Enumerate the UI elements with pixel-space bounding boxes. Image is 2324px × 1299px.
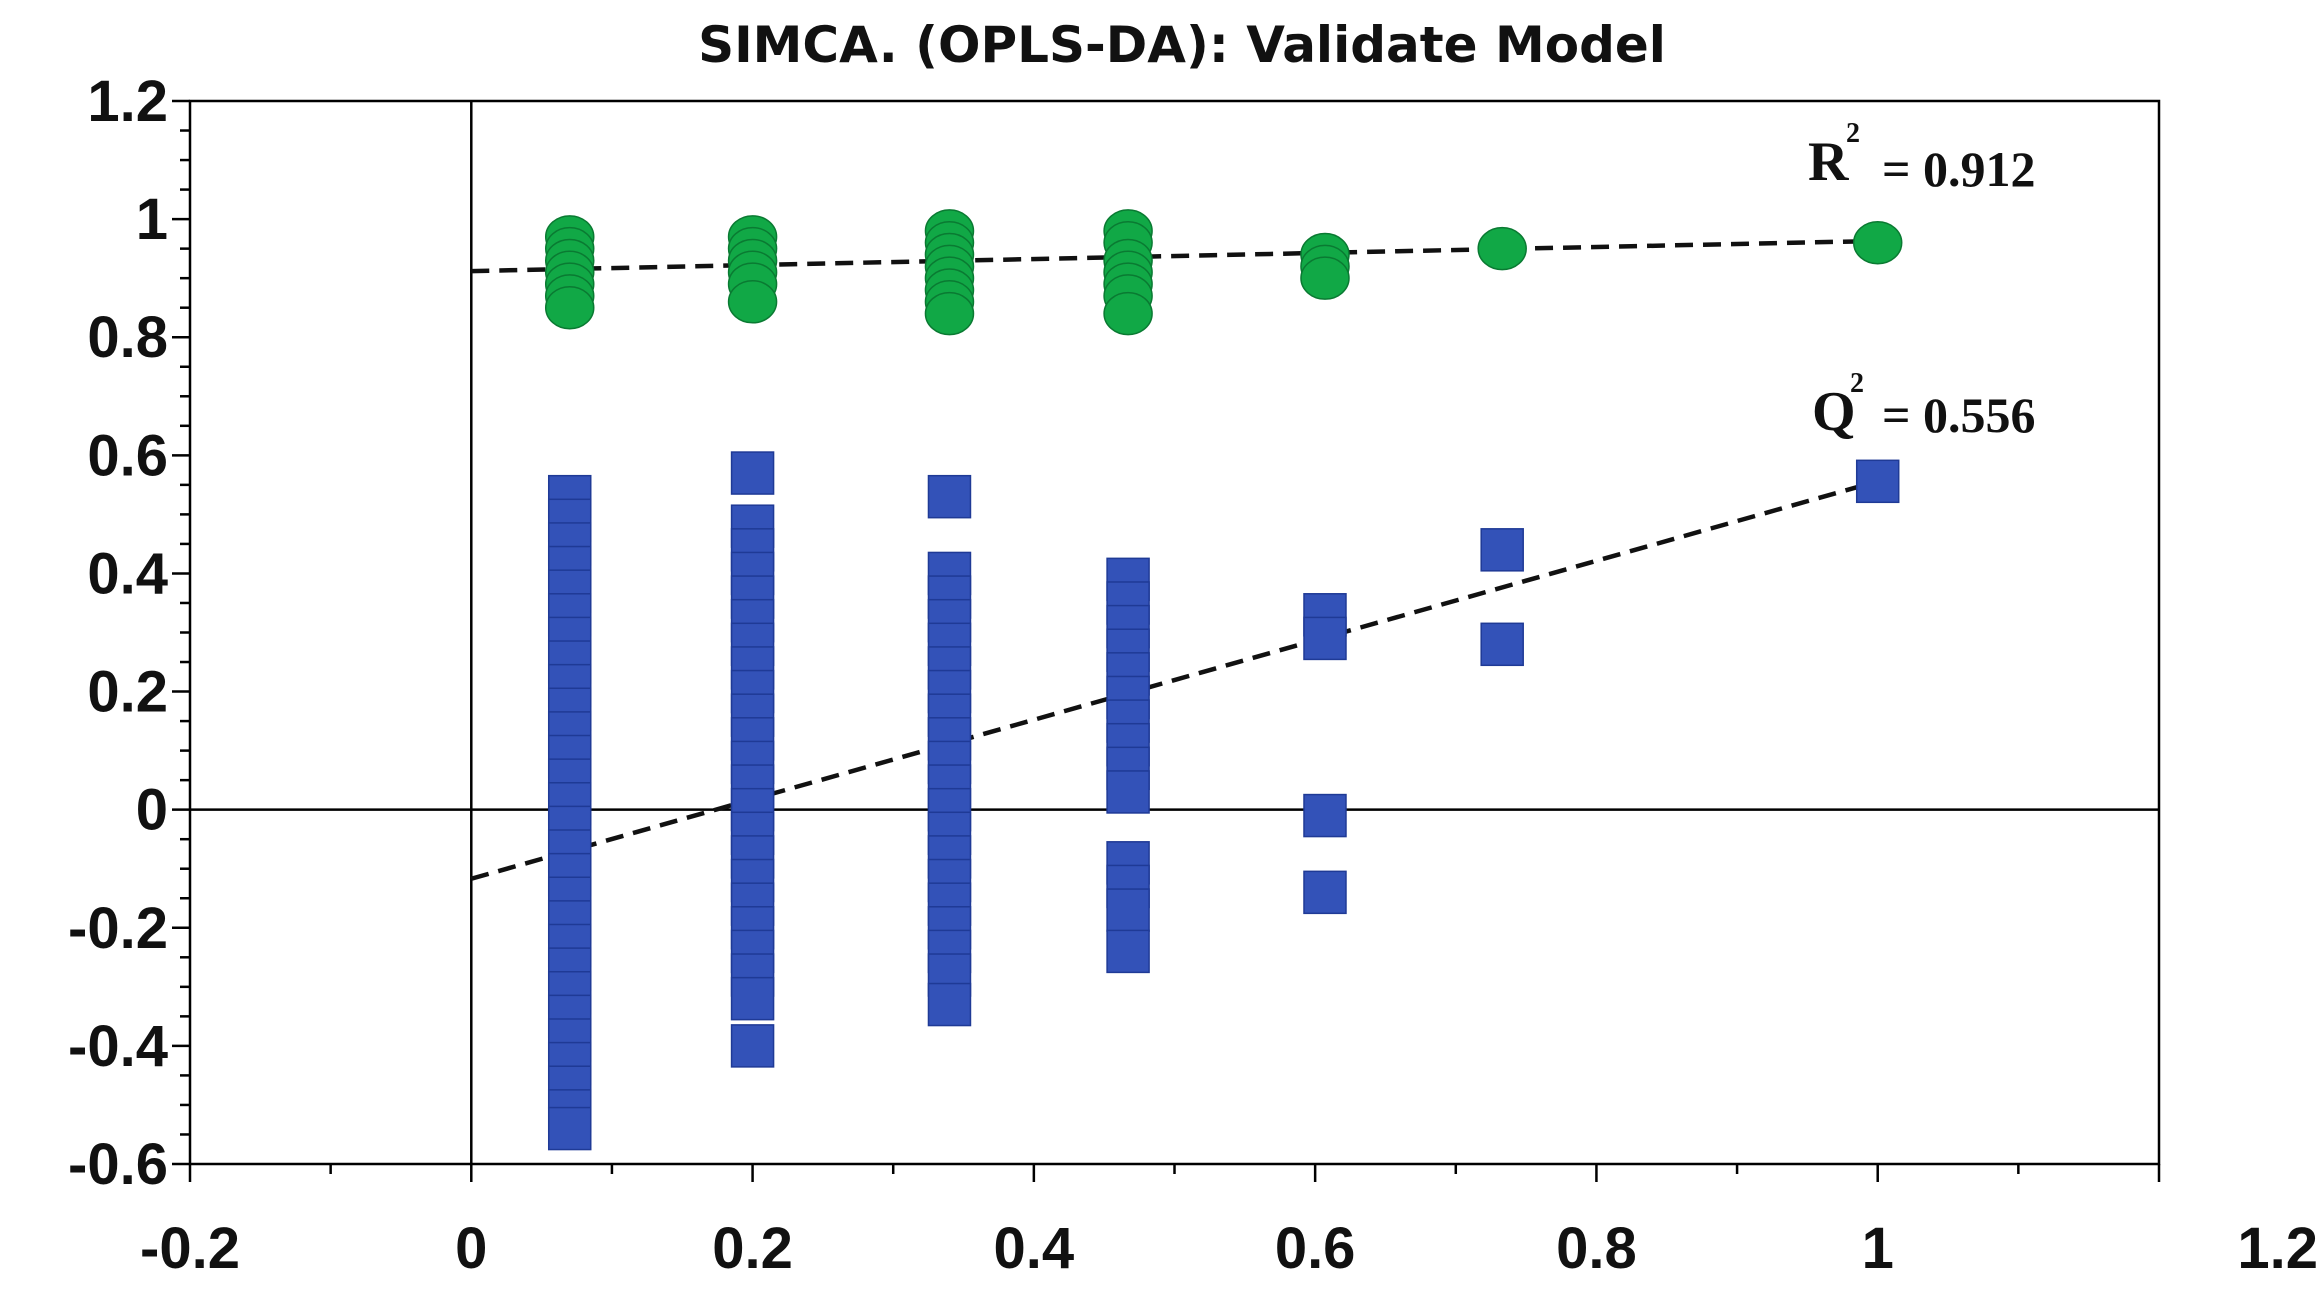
q2-point bbox=[1303, 870, 1347, 915]
axes-layer bbox=[172, 99, 2161, 1182]
r2-regression-line bbox=[471, 238, 1878, 274]
q2-point bbox=[1303, 793, 1347, 838]
y-tick-label: 0.6 bbox=[87, 423, 168, 488]
r2-point bbox=[924, 291, 975, 336]
x-tick-label: 1.2 bbox=[2237, 1216, 2318, 1281]
r2-point bbox=[1103, 291, 1153, 336]
q2-point bbox=[1106, 888, 1150, 932]
r2-superscript: 2 bbox=[1846, 118, 1860, 149]
r2-annotation: R 2 = 0.912 bbox=[1808, 118, 2036, 197]
q2-superscript: 2 bbox=[1850, 368, 1864, 399]
y-tick-label: 0.2 bbox=[87, 660, 168, 725]
x-tick-label: 0.4 bbox=[994, 1216, 1075, 1281]
x-tick-label: 1 bbox=[1862, 1216, 1894, 1281]
q2-point bbox=[1106, 770, 1150, 814]
data-points bbox=[544, 209, 1903, 1151]
y-tick-label: -0.2 bbox=[68, 896, 168, 961]
x-tick-label: -0.2 bbox=[140, 1216, 240, 1281]
x-tick-label: 0.8 bbox=[1556, 1216, 1637, 1281]
regression-lines bbox=[470, 238, 1879, 881]
q2-point bbox=[1855, 459, 1900, 504]
q2-point bbox=[1303, 616, 1347, 661]
x-tick-label: 0.2 bbox=[712, 1216, 793, 1281]
r2-point bbox=[1852, 220, 1903, 265]
q2-point bbox=[927, 474, 972, 519]
y-tick-label: 0 bbox=[136, 778, 168, 843]
y-tick-label: 1 bbox=[136, 187, 168, 252]
tick-labels: 1.2 1 0.8 0.6 0.4 0.2 0 -0.2 -0.4 -0.6 -0.2 0 0.2 0.4… bbox=[68, 69, 2318, 1281]
y-tick-label: 1.2 bbox=[87, 69, 168, 134]
y-tick-label: 0.8 bbox=[87, 305, 168, 370]
r2-point bbox=[1477, 226, 1527, 271]
q2-point bbox=[927, 982, 972, 1027]
x-tick-label: 0 bbox=[455, 1216, 487, 1281]
y-tick-label: 0.4 bbox=[87, 541, 168, 606]
q2-point bbox=[1480, 622, 1524, 667]
chart-title: SIMCA. (OPLS-DA): Validate Model bbox=[698, 16, 1666, 74]
x-tick-label: 0.6 bbox=[1275, 1216, 1356, 1281]
q2-point bbox=[1106, 929, 1150, 974]
r2-point bbox=[1300, 256, 1350, 300]
q2-value: = 0.556 bbox=[1882, 387, 2036, 443]
r2-point bbox=[727, 280, 778, 324]
q2-annotation: Q 2 = 0.556 bbox=[1812, 368, 2036, 443]
q2-point bbox=[1480, 528, 1524, 572]
y-tick-label: -0.4 bbox=[68, 1014, 168, 1079]
r2-point bbox=[544, 285, 595, 330]
q2-point bbox=[547, 1106, 592, 1151]
q2-point bbox=[730, 1024, 775, 1068]
r2-value: = 0.912 bbox=[1882, 141, 2036, 197]
q2-point bbox=[730, 451, 775, 495]
y-tick-label: -0.6 bbox=[68, 1132, 168, 1197]
q2-regression-line bbox=[470, 479, 1879, 881]
q2-point bbox=[730, 976, 775, 1021]
r2-symbol: R bbox=[1808, 131, 1849, 193]
q2-symbol: Q bbox=[1812, 381, 1856, 443]
